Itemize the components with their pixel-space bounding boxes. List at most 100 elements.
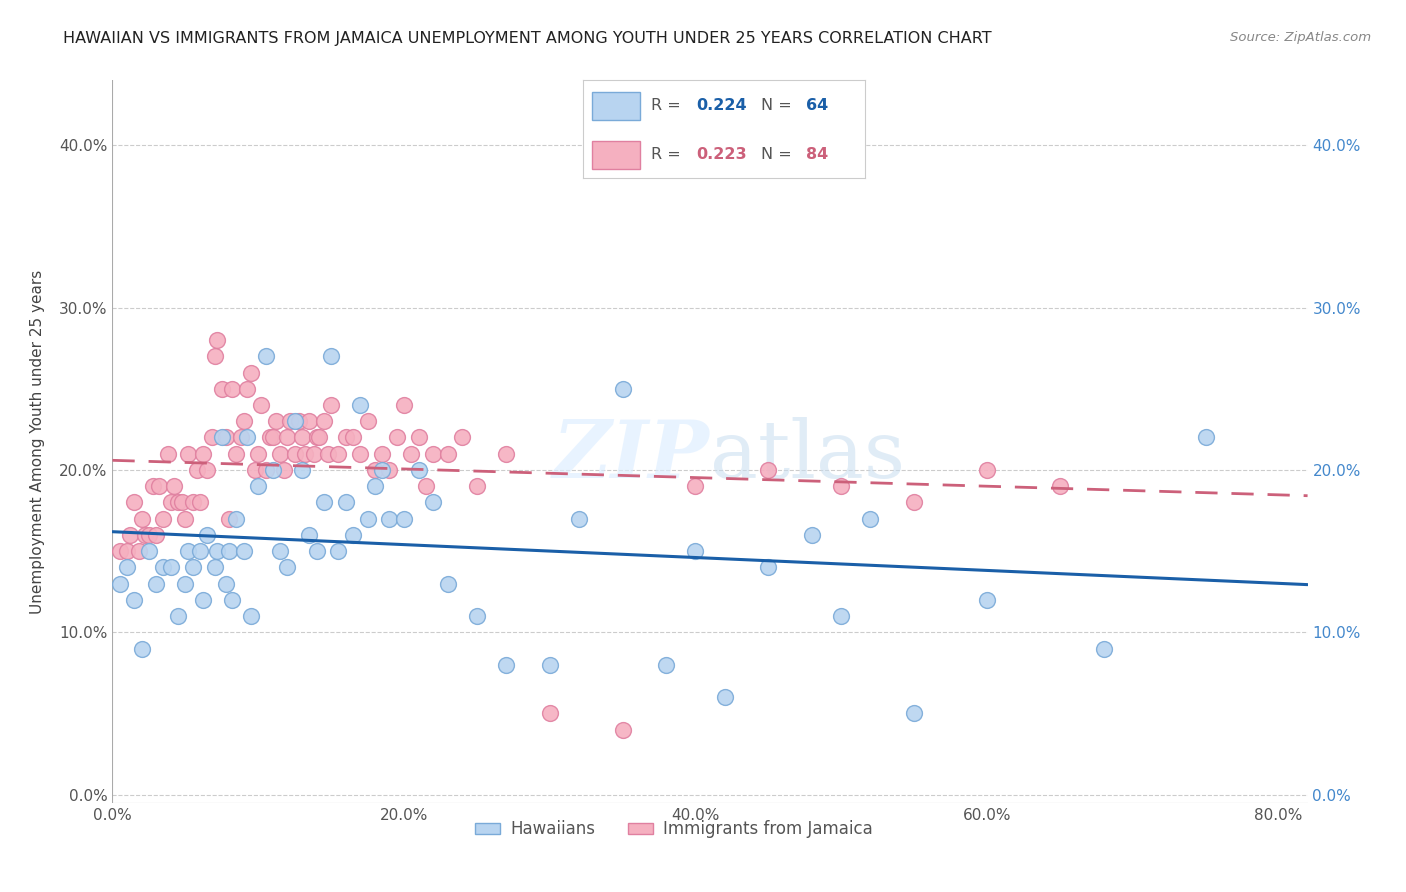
Point [239,609,262,624]
Point [392,511,415,525]
Point [115,560,138,574]
Point [195,528,218,542]
Text: 84: 84 [806,147,828,162]
Point [276,560,298,574]
Point [298,528,321,542]
Point [200,430,222,444]
Point [159,560,181,574]
Point [465,609,488,624]
Point [124,495,146,509]
Point [451,430,474,444]
Point [254,349,277,363]
Point [495,447,517,461]
Point [436,447,458,461]
Point [235,430,257,444]
Bar [592,141,640,169]
Point [211,430,233,444]
Point [115,544,138,558]
Point [302,447,325,461]
Point [247,479,270,493]
Point [378,463,401,477]
Point [291,463,314,477]
Point [335,495,357,509]
Point [312,414,335,428]
Point [181,560,204,574]
Point [328,544,350,558]
Legend: Hawaiians, Immigrants from Jamaica: Hawaiians, Immigrants from Jamaica [468,814,880,845]
Point [342,430,364,444]
Text: R =: R = [651,98,686,113]
Point [163,479,186,493]
Point [138,544,160,558]
Point [976,592,998,607]
Point [713,690,735,705]
Point [159,495,181,509]
Point [152,560,174,574]
Point [328,447,350,461]
Point [685,544,707,558]
Point [218,511,240,525]
Point [124,592,146,607]
Point [254,463,277,477]
Point [378,511,401,525]
Point [356,414,378,428]
Point [308,430,330,444]
Point [465,479,488,493]
Point [273,463,295,477]
Point [172,495,194,509]
Point [1092,641,1115,656]
Point [177,544,200,558]
Point [568,511,591,525]
Point [349,447,371,461]
Point [191,592,214,607]
Point [305,544,328,558]
Point [1049,479,1071,493]
Point [186,463,208,477]
Point [262,463,284,477]
Text: N =: N = [761,98,797,113]
Point [278,414,301,428]
Point [319,398,342,412]
Text: 0.224: 0.224 [696,98,747,113]
Point [218,544,240,558]
Point [859,511,882,525]
Point [408,463,430,477]
Point [215,430,238,444]
Point [385,430,408,444]
Text: 0.223: 0.223 [696,147,747,162]
Point [976,463,998,477]
Point [903,706,925,721]
Point [801,528,824,542]
Point [207,544,229,558]
Point [215,576,238,591]
Point [177,447,200,461]
Point [245,463,267,477]
Point [305,430,328,444]
Point [264,414,287,428]
Point [312,495,335,509]
Point [232,414,254,428]
Point [291,430,314,444]
Text: N =: N = [761,147,797,162]
Point [195,463,218,477]
Point [191,447,214,461]
Point [188,495,211,509]
Point [235,382,257,396]
Text: ZIP: ZIP [553,417,710,495]
Point [319,349,342,363]
Point [1194,430,1216,444]
Text: HAWAIIAN VS IMMIGRANTS FROM JAMAICA UNEMPLOYMENT AMONG YOUTH UNDER 25 YEARS CORR: HAWAIIAN VS IMMIGRANTS FROM JAMAICA UNEM… [63,31,991,46]
Text: R =: R = [651,147,686,162]
Point [294,447,316,461]
Point [349,398,371,412]
Point [298,414,321,428]
Point [145,576,167,591]
Point [495,657,517,672]
Point [422,495,444,509]
Point [134,528,156,542]
Point [903,495,925,509]
Point [335,430,357,444]
Point [436,576,458,591]
Point [118,528,141,542]
Point [612,723,634,737]
